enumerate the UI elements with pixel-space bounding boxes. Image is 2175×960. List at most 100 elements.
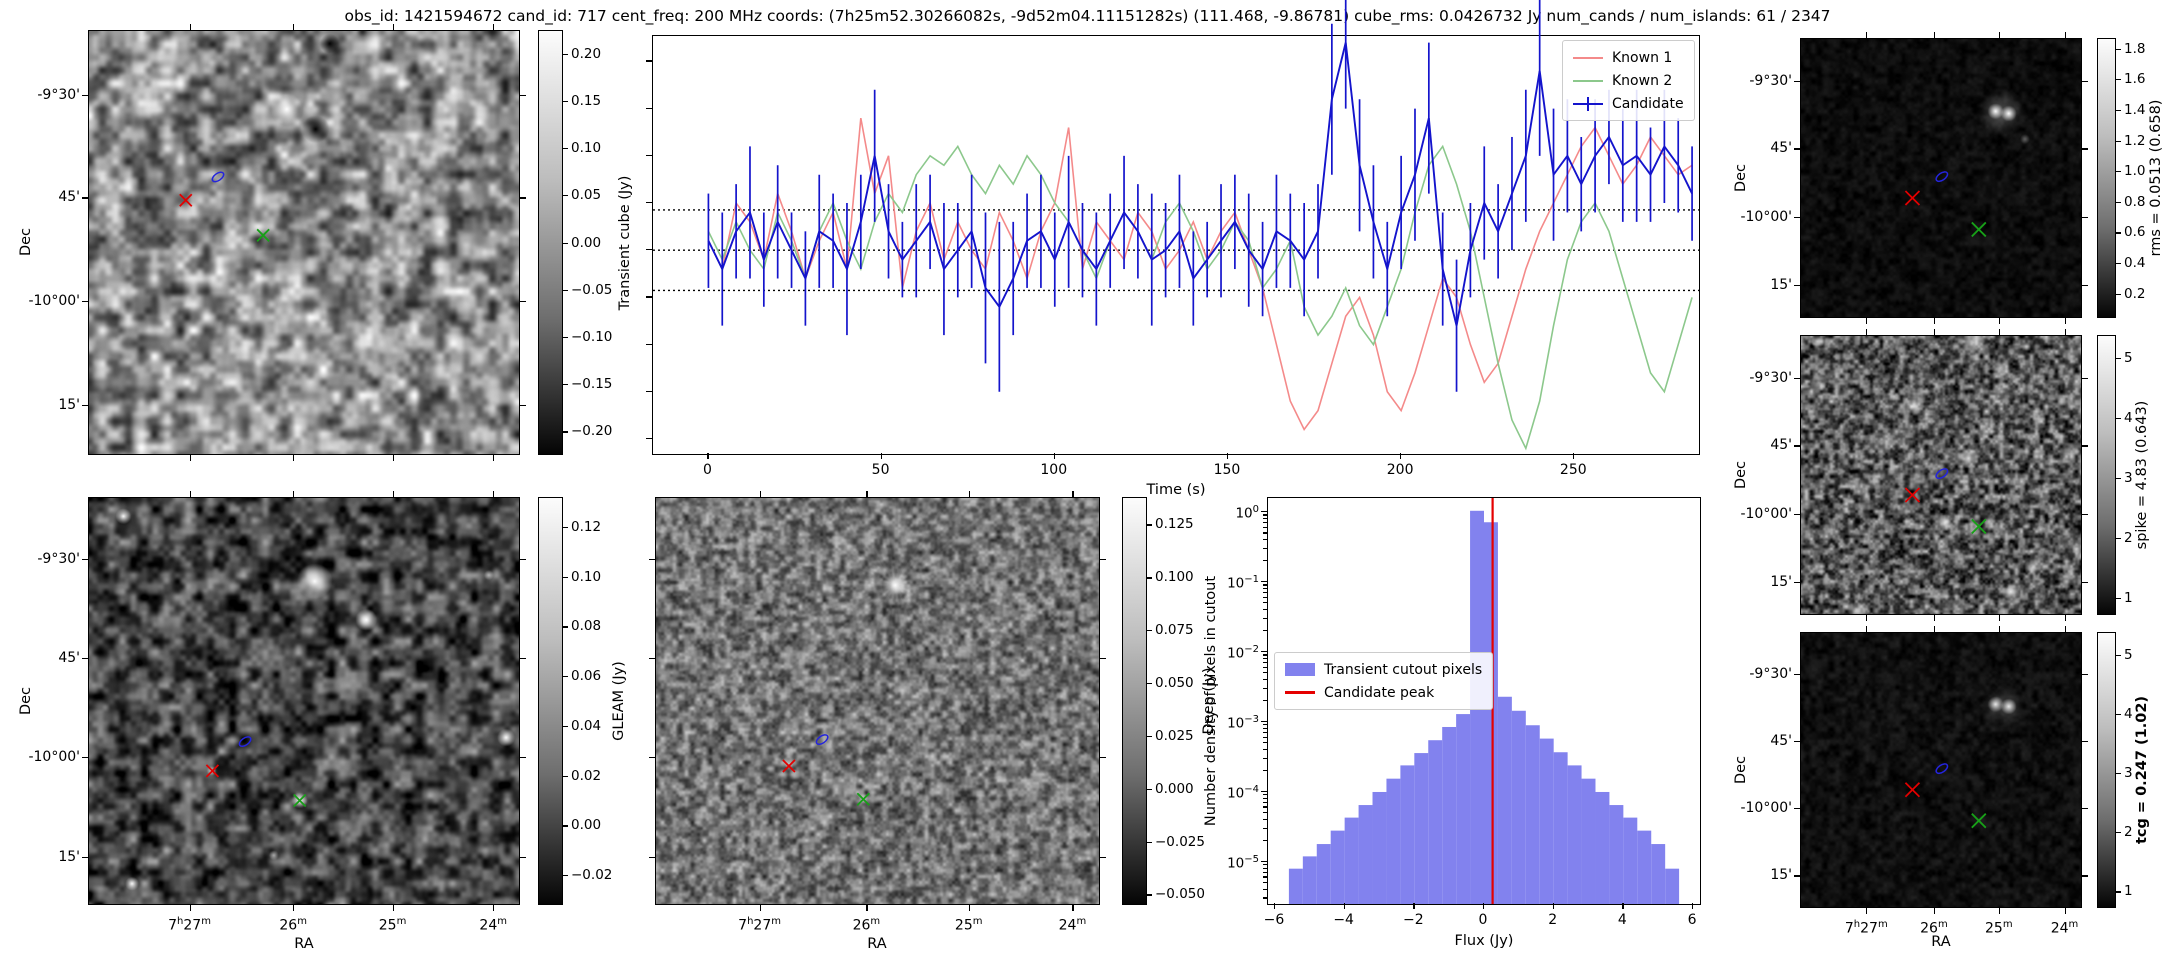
ra-tick-label: 25m	[378, 916, 407, 934]
transient_cube-colorbar-tick-label: −0.20	[571, 423, 613, 440]
dec-tick-label: 45'	[1770, 732, 1792, 749]
deep-colorbar-tick-label: 0.125	[1155, 516, 1194, 533]
deep-colorbar-tick-label: 0.100	[1155, 569, 1194, 586]
tick-mark	[1573, 453, 1575, 459]
tick-mark	[968, 491, 970, 497]
tick-mark	[1794, 377, 1800, 379]
tick-mark	[520, 404, 526, 407]
dec-tick-label: -10°00'	[1740, 505, 1792, 522]
rms_map-colorbar-tick-label: 1.6	[2124, 71, 2146, 88]
tick-mark	[1933, 329, 1936, 335]
tick-mark	[1998, 318, 2000, 324]
legend-row: Candidate	[1573, 92, 1684, 115]
tick-mark	[1263, 526, 1267, 528]
deep-image	[656, 498, 1099, 904]
deep-colorbar-tick-label: 0.025	[1155, 727, 1194, 744]
tick-mark	[1794, 148, 1800, 150]
deep-colorbar-tick-label: −0.025	[1155, 833, 1205, 850]
lightcurve-panel	[652, 0, 1700, 455]
tick-mark	[1263, 801, 1267, 803]
gleam-colorbar-tick-label: 0.12	[571, 518, 602, 535]
tick-mark	[1263, 584, 1267, 586]
dec-tick-label: 15'	[58, 396, 80, 413]
colorbar-gradient	[2097, 38, 2116, 318]
tick-mark	[563, 825, 568, 827]
legend-label: Candidate peak	[1324, 684, 1435, 701]
tick-mark	[1263, 630, 1267, 632]
rms_map-colorbar-tick-label: 1.8	[2124, 40, 2146, 57]
tick-mark	[1273, 903, 1276, 909]
tick-mark	[1794, 284, 1800, 287]
tick-mark	[2064, 318, 2066, 324]
tick-mark	[2116, 357, 2121, 360]
tick-mark	[2064, 908, 2066, 914]
dec-tick-label: 15'	[1770, 867, 1792, 884]
histogram-bar	[1316, 844, 1331, 904]
transient-cube-markers	[179, 171, 270, 242]
tick-mark	[1263, 592, 1267, 594]
time-axis-label: Time (s)	[1146, 482, 1206, 498]
colorbar-gradient	[538, 30, 563, 455]
tick-mark	[1072, 491, 1074, 497]
gleam-colorbar-tick-label: 0.04	[571, 717, 602, 734]
gleam-colorbar-tick-label: 0.10	[571, 568, 602, 585]
histogram-bar	[1414, 753, 1429, 904]
tick-mark	[563, 336, 568, 339]
legend-label: Transient cutout pixels	[1324, 661, 1483, 678]
dec-axis-label: Dec	[1733, 755, 1749, 785]
tick-mark	[1263, 602, 1267, 604]
tick-mark	[2082, 673, 2088, 676]
tick-mark	[1263, 839, 1267, 842]
spike_map-colorbar-label: spike = 4.83 (0.643)	[2134, 400, 2150, 550]
dec-tick-label: 15'	[1770, 573, 1792, 590]
histogram-bar	[1595, 791, 1610, 904]
tick-mark	[1053, 453, 1055, 459]
tick-mark	[1263, 547, 1267, 550]
tick-mark	[82, 94, 88, 96]
deep-colorbar	[1122, 497, 1147, 905]
spike_map-colorbar-tick-label: 1	[2124, 590, 2133, 607]
tcg_map-colorbar-tick-label: 1	[2124, 883, 2133, 900]
rms-map-panel	[1800, 38, 2082, 318]
tick-mark	[646, 60, 652, 62]
time-tick-label: 0	[702, 462, 712, 478]
rms_map-colorbar-tick-label: 0.4	[2124, 254, 2146, 271]
transient_cube-colorbar-tick-label: −0.05	[571, 281, 613, 298]
flux-tick-label: 4	[1617, 912, 1627, 928]
tick-mark	[2082, 148, 2088, 150]
deep-colorbar-tick-label: 0.075	[1155, 622, 1194, 639]
tick-mark	[2116, 598, 2121, 600]
tick-mark	[2116, 654, 2121, 656]
tick-mark	[82, 657, 88, 659]
tick-mark	[1261, 651, 1267, 653]
tick-mark	[1998, 908, 2000, 914]
legend-label: Known 1	[1612, 49, 1673, 66]
legend-row: Transient cutout pixels	[1285, 658, 1482, 681]
dec-tick-label: -9°30'	[1749, 665, 1792, 682]
tick-mark	[1998, 626, 2000, 632]
transient_cube-colorbar-tick-label: 0.00	[571, 234, 602, 251]
tick-mark	[1263, 609, 1267, 611]
dec-axis-label: Dec	[18, 686, 34, 716]
tick-mark	[1100, 856, 1106, 859]
tick-mark	[1263, 654, 1267, 656]
ra-tick-label: 26m	[852, 916, 881, 934]
tick-mark	[646, 343, 652, 345]
ra-axis-label: RA	[294, 936, 314, 952]
tick-mark	[1794, 740, 1800, 742]
gleam-colorbar-tick-label: 0.00	[571, 817, 602, 834]
tick-mark	[2082, 377, 2088, 379]
tick-mark	[1263, 678, 1267, 681]
tick-mark	[2116, 538, 2121, 540]
tick-mark	[293, 24, 295, 30]
histogram-bar	[1567, 765, 1582, 904]
tick-mark	[1413, 903, 1415, 909]
colorbar-gradient	[2097, 335, 2116, 615]
dec-tick-label: -9°30'	[1749, 72, 1792, 89]
histogram-bar	[1484, 522, 1498, 904]
tick-mark	[1263, 888, 1267, 890]
tick-mark	[1263, 881, 1267, 884]
histogram-bar	[1428, 740, 1443, 904]
tcg_map-colorbar-label: tcg = 0.247 (1.02)	[2134, 695, 2150, 845]
colorbar-gradient	[538, 497, 563, 905]
